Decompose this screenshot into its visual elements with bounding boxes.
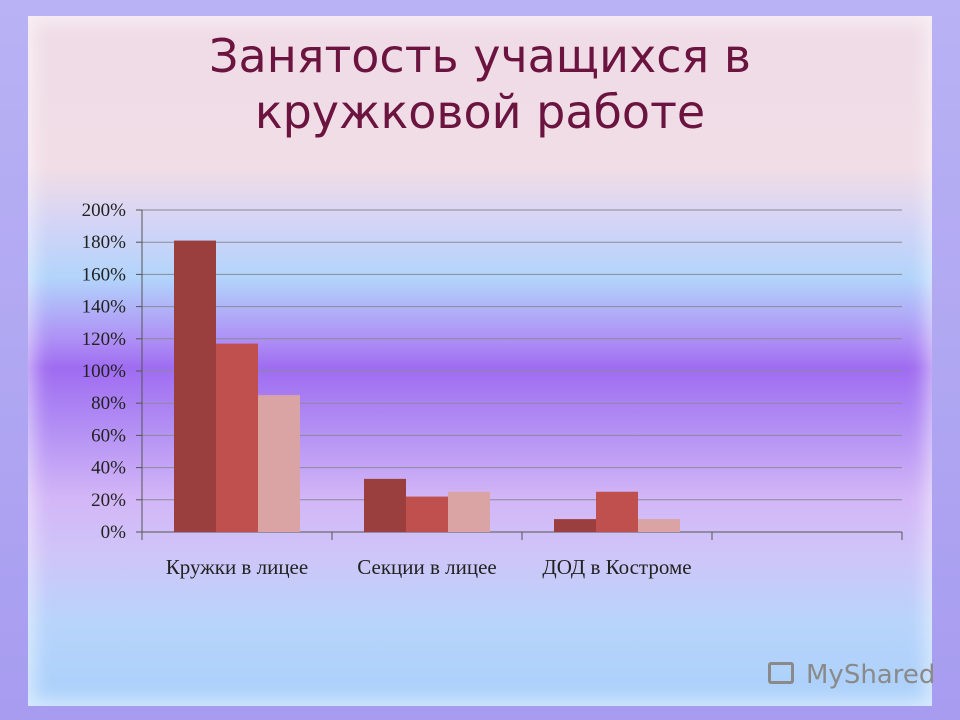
y-tick-label: 0% <box>101 522 127 543</box>
bar <box>174 240 216 532</box>
title-line-1: Занятость учащихся в <box>209 29 751 83</box>
bar <box>258 395 300 532</box>
bar <box>638 519 680 532</box>
bar <box>554 519 596 532</box>
bar <box>216 343 258 532</box>
title-line-2: кружковой работе <box>254 85 706 139</box>
y-tick-label: 160% <box>82 264 127 285</box>
y-tick-label: 20% <box>91 490 126 511</box>
bar <box>596 491 638 532</box>
bar <box>364 478 406 532</box>
x-category-label: Кружки в лицее <box>166 555 308 579</box>
logo-text: MyShared <box>806 660 936 690</box>
x-category-label: ДОД в Костроме <box>542 555 691 579</box>
x-category-label: Секции в лицее <box>357 555 497 579</box>
y-tick-label: 120% <box>82 329 127 350</box>
presentation-icon <box>768 662 794 684</box>
bar <box>406 496 448 532</box>
y-tick-label: 80% <box>91 393 126 414</box>
y-tick-label: 180% <box>82 232 127 253</box>
y-tick-label: 60% <box>91 425 126 446</box>
myshared-logo: MyShared <box>768 656 938 696</box>
y-tick-label: 40% <box>91 458 126 479</box>
bar <box>448 491 490 532</box>
y-tick-label: 200% <box>82 200 127 221</box>
y-tick-label: 100% <box>82 361 127 382</box>
y-tick-label: 140% <box>82 297 127 318</box>
slide-title: Занятость учащихся в кружковой работе <box>0 28 960 140</box>
